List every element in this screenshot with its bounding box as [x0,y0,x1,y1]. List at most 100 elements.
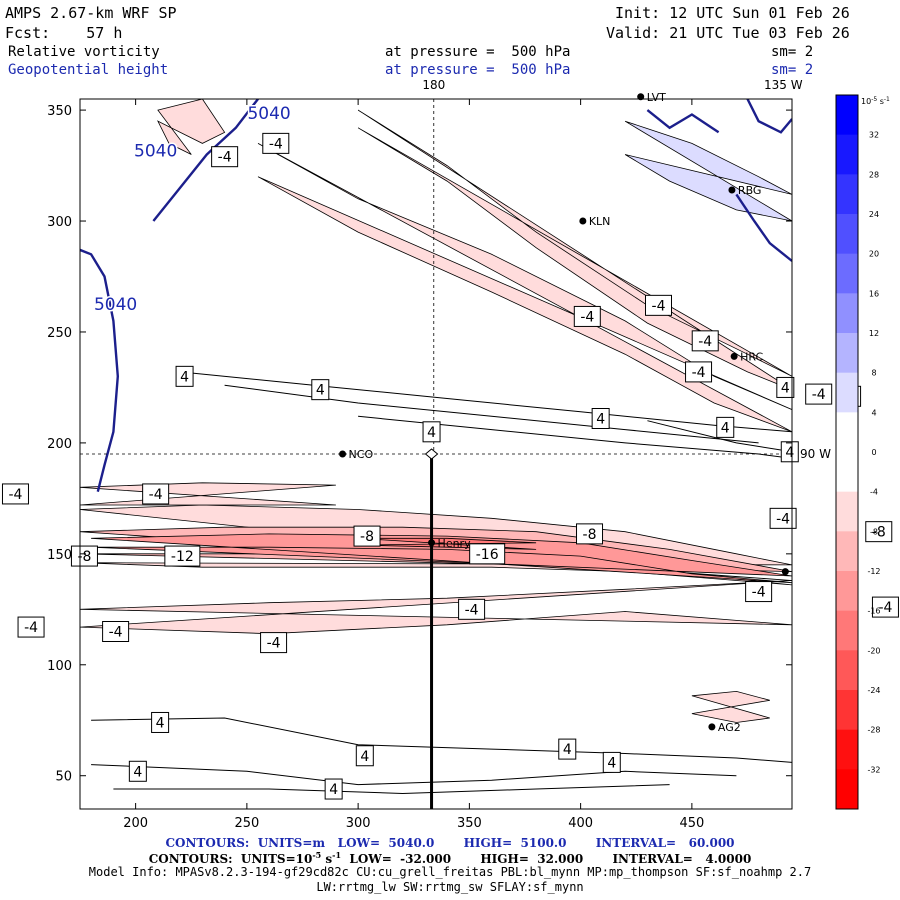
colorbar-segment [836,372,858,413]
valid-time: Valid: 21 UTC Tue 03 Feb 26 [606,24,850,42]
field1-level: at pressure = 500 hPa [385,44,571,60]
colorbar-segment [836,650,858,691]
contour-label-41: -4 [102,621,130,642]
contour-label-text: 4 [721,420,730,436]
colorbar-label: -32 [867,765,880,774]
contour-label-box [591,408,610,429]
y-tick-label: 50 [55,770,72,785]
colorbar-label: -20 [867,646,880,655]
contour-label-text: -8 [360,529,374,545]
contour-label-box [128,760,147,782]
contour-label-text: -4 [776,511,790,527]
contour-label-text: -4 [580,309,594,325]
station-label-henry: Henry [438,537,472,550]
height-label-0: 5040 [247,104,290,124]
contour-label-box [164,545,201,567]
colorbar-segment [836,174,858,215]
contour-label-46: 4 [151,711,170,733]
contour-label-box [458,598,486,620]
contour-label-text: 4 [785,445,794,461]
colorbar-label: 20 [869,250,879,259]
contour-label-text: -4 [269,136,283,152]
contour-label-text: -4 [752,585,766,601]
field1-smoothing: sm= 2 [771,44,814,60]
contour-label-37: -4 [871,596,899,618]
positive-contour-6 [647,420,792,453]
colorbar-frame [835,94,859,810]
colorbar-label: 24 [869,210,879,219]
contour-label-box [871,596,899,618]
colorbar-segment [836,333,858,374]
contour-label-box [142,483,170,505]
positive-contour-1 [224,384,759,444]
contour-label-text: 4 [781,380,790,396]
section-marker-icon [424,448,439,460]
contour-label-text: 4 [563,742,572,758]
contour-label-text: 4 [180,369,189,385]
contour-label-10: 4 [776,376,795,398]
height-contour-0 [80,248,120,492]
contour-label-text: -4 [652,298,666,314]
contour-label-15: 4 [780,441,799,463]
colorbar: 10-5 s-1 32 28 24 20 16 12 8 4 0 -4 -8 -12 -16 -20 -24 -… [835,94,890,810]
colorbar-segment [836,571,858,612]
station-dot-nco [339,450,347,458]
contour-label-box [685,361,713,383]
contour-label-box [1,483,29,505]
vorticity-band-5 [357,109,792,391]
colorbar-label: 12 [869,329,879,338]
y-tick-label: 300 [47,215,72,230]
x-tick-label: 200 [123,816,148,831]
contour-label-29: -16 [469,543,506,565]
colorbar-label: -24 [867,686,880,695]
contour-label-17: -4 [142,483,170,505]
contour-label-0: -4 [211,146,239,168]
model-info: Model Info: MPASv8.2.3-194-gf29cd82c CU:… [88,865,812,879]
contour-label-text: -4 [812,387,826,403]
colorbar-segment [836,293,858,334]
colorbar-segment [836,95,858,136]
contour-label-box [558,738,577,760]
station-dot-henry [428,539,436,547]
contour-label-text: -4 [267,636,281,652]
contour-label-box [602,751,621,773]
height-contour-3 [735,193,792,262]
height-contour-4 [746,99,792,134]
x-tick-label: 400 [568,816,593,831]
contour-label-16: -4 [1,483,29,505]
contour-label-27: -8 [70,545,98,567]
contour-label-2: -4 [645,294,672,316]
contour-label-box [691,330,719,352]
contour-label-49: 4 [355,745,374,767]
colorbar-segment [836,610,858,651]
contour-label-text: -12 [171,549,194,565]
vorticity-band-8 [157,99,226,155]
station-label-kln: KLN [589,215,611,228]
contour-label-text: 4 [427,425,436,441]
contour-label-text: 4 [133,764,142,780]
contour-label-text: -16 [476,547,499,563]
contour-label-8: 4 [175,365,194,387]
field2-smoothing: sm= 2 [771,62,814,78]
contour-label-box [353,525,381,547]
y-tick-label: 150 [47,548,72,563]
contour-label-box [745,581,773,603]
contour-label-box [769,507,797,529]
contour-label-1: -4 [262,132,290,154]
vorticity-band-9 [80,482,336,506]
contour-label-box [70,545,98,567]
colorbar-segment [836,214,858,255]
colorbar-segment [836,412,858,453]
contour-label-text: 4 [607,755,616,771]
height-contour-1 [152,99,259,222]
colorbar-label: 0 [871,448,876,457]
positive-contour-5 [113,784,670,795]
contour-label-box [576,523,604,545]
contour-label-box [102,621,130,642]
colorbar-segment [836,769,858,810]
vorticity-band-6 [80,580,792,635]
x-tick-label: 450 [679,816,704,831]
contour-label-box [422,421,441,443]
contour-label-box [211,146,239,168]
contour-label-22: -8 [576,523,604,545]
